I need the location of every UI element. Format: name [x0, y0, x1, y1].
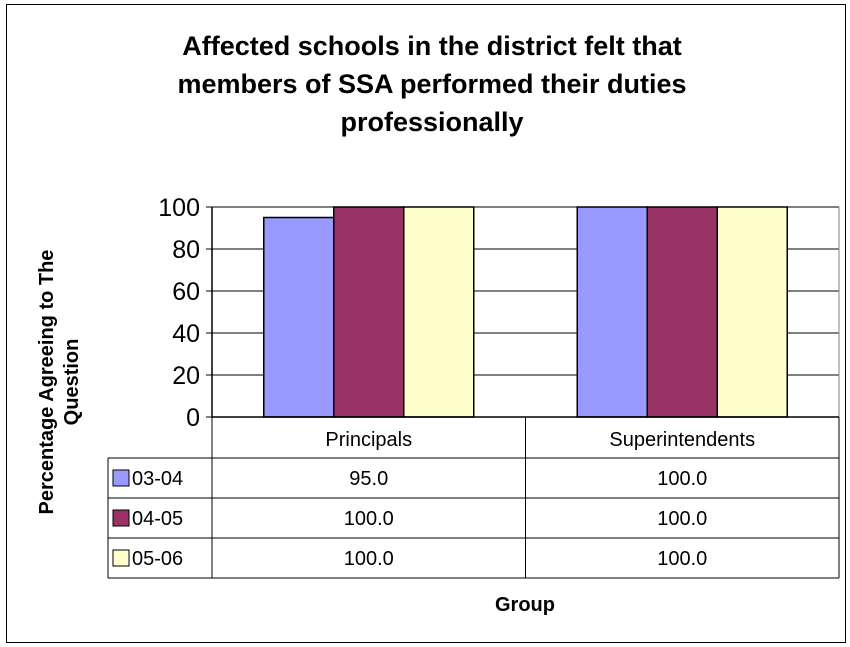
y-tick-label: 80	[172, 236, 200, 264]
bar-04-05-Superintendents	[646, 206, 718, 418]
chart-title: Affected schools in the district felt th…	[177, 31, 686, 137]
chart-title-line-3: professionally	[340, 107, 523, 137]
y-axis-title-line-1: Percentage Agreeing to The	[36, 250, 58, 515]
y-tick-label: 100	[158, 194, 200, 222]
data-table: Principals Superintendents 03-04 95.0 100.0 0…	[107, 417, 840, 579]
bar-05-06-Superintendents	[716, 206, 788, 418]
data-label: 95.0	[349, 468, 388, 490]
y-axis-title-line-2: Question	[61, 339, 83, 426]
y-axis-title: Percentage Agreeing to The Question	[36, 250, 83, 515]
y-tick-label: 20	[172, 362, 200, 390]
chart-title-line-1: Affected schools in the district felt th…	[182, 31, 682, 61]
legend-label: 03-04	[132, 468, 183, 490]
x-axis-title: Group	[495, 594, 555, 616]
legend-label: 04-05	[132, 508, 183, 530]
legend-label: 05-06	[132, 548, 183, 570]
data-label: 100.0	[344, 548, 394, 570]
bar-04-05-Principals	[333, 206, 405, 418]
x-tick-label: Superintendents	[609, 429, 755, 451]
bar-03-04-Superintendents	[576, 206, 648, 418]
legend-swatch-05-06	[112, 549, 130, 567]
y-tick-label: 60	[172, 278, 200, 306]
y-tick-label: 40	[172, 320, 200, 348]
data-label: 100.0	[657, 508, 707, 530]
y-tick-label: 0	[186, 404, 200, 432]
legend-swatch-04-05	[112, 509, 130, 527]
bar-03-04-Principals	[263, 216, 335, 418]
data-label: 100.0	[657, 468, 707, 490]
legend-swatch-03-04	[112, 469, 130, 487]
x-tick-label: Principals	[325, 429, 412, 451]
bar-05-06-Principals	[403, 206, 475, 418]
data-label: 100.0	[344, 508, 394, 530]
data-label: 100.0	[657, 548, 707, 570]
chart-title-line-2: members of SSA performed their duties	[177, 69, 686, 99]
